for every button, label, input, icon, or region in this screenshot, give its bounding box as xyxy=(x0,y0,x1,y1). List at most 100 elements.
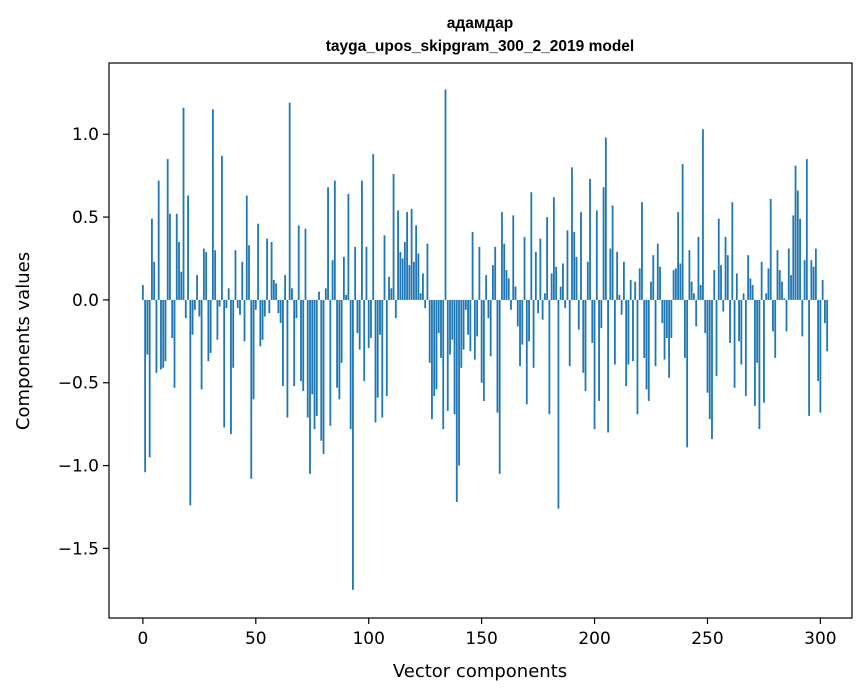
bar xyxy=(512,215,515,300)
bar xyxy=(505,270,508,300)
bar xyxy=(618,294,621,300)
bar xyxy=(814,248,817,300)
bar xyxy=(534,251,537,300)
bar xyxy=(824,299,826,324)
bar xyxy=(629,280,632,300)
bar xyxy=(171,299,174,339)
bar xyxy=(523,236,526,300)
bar xyxy=(449,299,451,355)
bar xyxy=(819,299,822,413)
bar xyxy=(191,299,194,335)
y-tick-label: 0.0 xyxy=(72,291,99,311)
bar xyxy=(756,299,759,363)
plot-frame xyxy=(108,62,853,619)
bar xyxy=(600,299,603,329)
x-axis: 0 50 100 150 200 250 300 xyxy=(137,618,837,649)
bar xyxy=(595,210,598,300)
bar xyxy=(593,299,596,430)
bar xyxy=(187,195,189,300)
bar xyxy=(753,299,756,406)
bar xyxy=(672,270,675,300)
bar xyxy=(272,280,275,300)
bar xyxy=(485,275,488,300)
bar xyxy=(643,299,646,358)
x-tick-label: 0 xyxy=(137,629,148,649)
bar xyxy=(548,299,551,415)
bar xyxy=(729,299,731,343)
bar xyxy=(232,299,235,368)
bar xyxy=(175,213,178,300)
bar xyxy=(747,255,750,300)
bar xyxy=(164,299,167,362)
bar xyxy=(726,255,729,300)
bar xyxy=(304,228,307,300)
bar xyxy=(769,198,772,300)
bar xyxy=(277,299,280,314)
bar xyxy=(704,299,707,334)
bar xyxy=(799,218,801,300)
bar xyxy=(221,155,223,300)
bar xyxy=(641,202,643,300)
bar xyxy=(266,238,268,300)
bar xyxy=(320,299,323,441)
bar xyxy=(347,193,350,300)
bar xyxy=(582,299,585,373)
bar xyxy=(516,299,519,327)
bar xyxy=(403,241,406,300)
bar xyxy=(731,202,734,300)
bar xyxy=(315,299,318,416)
bar xyxy=(356,299,359,334)
bar xyxy=(205,251,208,300)
bar xyxy=(568,299,571,367)
bar xyxy=(492,265,494,300)
bar xyxy=(688,250,691,300)
bar xyxy=(309,299,311,474)
bar xyxy=(713,270,716,300)
y-axis: −1.5 −1.0 −0.5 0.0 0.5 1.0 xyxy=(58,125,109,559)
bar xyxy=(180,271,183,300)
bar xyxy=(322,299,325,454)
bar xyxy=(259,299,262,347)
bar xyxy=(647,299,650,401)
bar xyxy=(744,299,747,396)
y-tick-label: 1.0 xyxy=(72,125,99,145)
bar xyxy=(778,270,781,300)
bar xyxy=(234,250,237,300)
bar xyxy=(367,299,370,348)
bar xyxy=(796,190,799,300)
bar xyxy=(263,299,266,317)
bar xyxy=(333,180,336,300)
bar xyxy=(586,261,589,300)
bar xyxy=(462,299,465,350)
bar xyxy=(155,299,158,373)
x-tick-label: 200 xyxy=(578,629,610,649)
bar xyxy=(275,283,278,300)
bar xyxy=(774,299,777,358)
bar xyxy=(706,299,709,393)
bar xyxy=(480,299,483,383)
bar xyxy=(677,212,680,300)
bar xyxy=(803,260,806,300)
bar xyxy=(510,299,512,310)
bar xyxy=(196,275,198,300)
bar xyxy=(566,230,569,300)
bar xyxy=(580,212,582,300)
bar xyxy=(749,278,752,300)
bar xyxy=(412,261,415,300)
x-tick-label: 100 xyxy=(352,629,384,649)
bar xyxy=(207,299,210,362)
bar xyxy=(487,299,490,319)
bar xyxy=(300,299,302,382)
bar xyxy=(444,89,447,300)
bar xyxy=(460,299,463,368)
bar xyxy=(401,258,404,300)
bar xyxy=(467,299,469,335)
bar xyxy=(559,286,562,300)
bar xyxy=(372,154,375,300)
bar xyxy=(345,294,348,300)
bar xyxy=(379,299,381,335)
bar xyxy=(223,299,226,428)
bar xyxy=(182,107,185,300)
bar xyxy=(702,129,704,300)
bar xyxy=(442,299,445,430)
